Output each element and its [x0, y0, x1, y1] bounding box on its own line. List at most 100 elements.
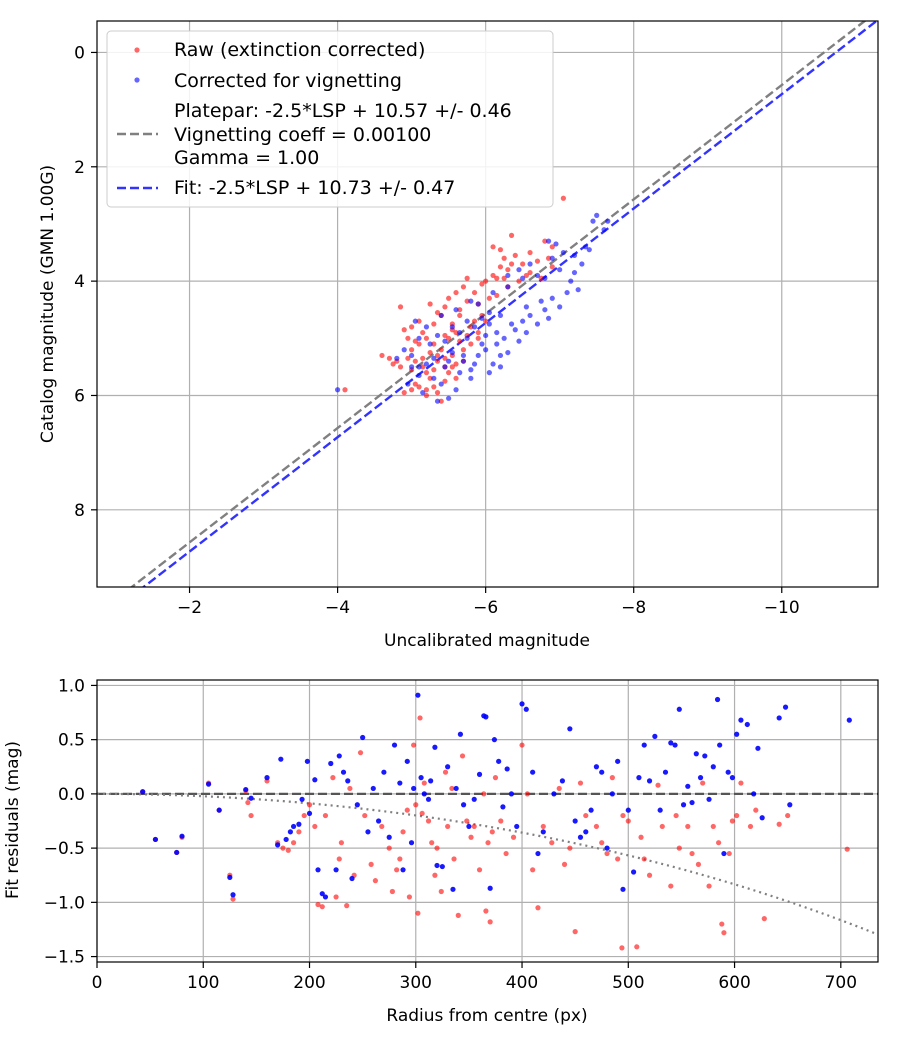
- raw-point: [409, 324, 415, 330]
- residual-raw-point: [406, 894, 412, 900]
- corrected-point: [590, 218, 596, 224]
- raw-point: [475, 329, 481, 336]
- residual-raw-point: [721, 930, 727, 936]
- residual-corrected-point: [418, 775, 424, 781]
- residual-corrected-point: [322, 894, 329, 900]
- raw-point: [434, 309, 441, 316]
- residual-raw-point: [676, 845, 682, 851]
- raw-point: [446, 295, 452, 301]
- raw-point: [431, 321, 437, 327]
- top-y-ticks: 0 2 4 6 8: [74, 43, 97, 521]
- residual-raw-point: [503, 850, 509, 857]
- residual-raw-point: [425, 818, 432, 824]
- corrected-point: [516, 267, 522, 273]
- residual-corrected-point: [535, 850, 541, 857]
- residual-raw-point: [476, 867, 483, 873]
- residual-raw-point: [429, 840, 435, 846]
- raw-point: [412, 358, 418, 364]
- raw-point: [409, 347, 415, 353]
- bottom-x-ticks: 0 100 200 300 400 500 600 700: [92, 962, 857, 993]
- residual-corrected-point: [710, 764, 716, 770]
- residual-raw-point: [459, 753, 466, 759]
- corrected-point: [549, 295, 555, 301]
- residual-raw-point: [716, 840, 722, 846]
- residual-corrected-point: [290, 823, 297, 830]
- residual-corrected-point: [411, 785, 417, 792]
- residual-raw-point: [530, 867, 536, 873]
- top-fit-lines: [129, 21, 878, 587]
- corrected-point: [520, 275, 526, 281]
- residual-corrected-point: [445, 764, 451, 770]
- raw-point: [423, 335, 430, 341]
- corrected-point: [501, 335, 507, 341]
- residual-corrected-point: [466, 823, 472, 830]
- raw-point: [508, 261, 515, 267]
- residual-raw-point: [464, 818, 470, 824]
- residual-corrected-point: [491, 737, 498, 743]
- top-x-tick-label: −2: [177, 598, 202, 618]
- corrected-point: [553, 241, 559, 247]
- residual-corrected-point: [453, 785, 459, 792]
- residual-raw-point: [726, 850, 732, 857]
- corrected-point: [475, 352, 481, 359]
- raw-point: [460, 347, 467, 353]
- corrected-point: [508, 321, 515, 327]
- raw-point: [483, 278, 489, 284]
- corrected-point: [575, 287, 581, 293]
- corrected-point: [582, 244, 589, 250]
- residual-corrected-point: [296, 821, 302, 827]
- residual-raw-point: [706, 883, 712, 889]
- residual-raw-point: [280, 845, 286, 851]
- corrected-point: [412, 318, 418, 324]
- residual-corrected-point: [577, 834, 584, 840]
- corrected-point: [409, 364, 415, 370]
- top-x-tick-label: −10: [764, 598, 800, 618]
- residual-corrected-point: [620, 886, 626, 892]
- residual-corrected-point: [593, 764, 600, 770]
- raw-point: [446, 370, 452, 376]
- residual-raw-point: [668, 883, 674, 889]
- top-raw-points: [342, 195, 566, 404]
- residual-raw-point: [379, 823, 385, 830]
- corrected-point: [505, 284, 511, 290]
- raw-point: [412, 338, 418, 344]
- bottom-y-axis-label: Fit residuals (mag): [3, 741, 23, 899]
- residual-corrected-point: [333, 867, 339, 873]
- bottom-x-tick-label: 400: [506, 973, 538, 993]
- corrected-point: [405, 381, 411, 387]
- raw-point: [409, 387, 415, 393]
- raw-point: [549, 244, 555, 250]
- corrected-point: [534, 272, 541, 279]
- residual-raw-point: [540, 823, 546, 830]
- raw-point: [494, 275, 500, 281]
- raw-point: [490, 272, 496, 279]
- residual-raw-point: [785, 812, 791, 819]
- residual-raw-point: [411, 742, 417, 748]
- residual-raw-point: [524, 791, 530, 797]
- residual-corrected-point: [652, 733, 658, 740]
- corrected-point: [449, 349, 455, 356]
- raw-point: [501, 255, 507, 261]
- residual-raw-point: [296, 829, 302, 835]
- residual-raw-point: [719, 921, 725, 927]
- residual-corrected-point: [283, 836, 289, 843]
- raw-point: [449, 364, 455, 370]
- corrected-point: [483, 347, 489, 353]
- residual-corrected-point: [375, 818, 382, 824]
- raw-point: [497, 247, 504, 253]
- corrected-point: [523, 329, 529, 336]
- residual-raw-point: [753, 807, 759, 813]
- residual-corrected-point: [846, 717, 852, 723]
- corrected-point: [545, 315, 552, 321]
- corrected-point: [416, 335, 422, 341]
- residual-corrected-point: [693, 751, 699, 757]
- raw-point: [442, 355, 448, 361]
- residual-corrected-point: [662, 769, 669, 775]
- residual-raw-point: [776, 821, 782, 827]
- corrected-point: [527, 312, 533, 319]
- residual-corrected-point: [421, 791, 427, 797]
- residual-corrected-point: [680, 802, 687, 808]
- residual-corrected-point: [599, 769, 605, 775]
- corrected-point: [586, 247, 592, 253]
- residual-raw-point: [449, 785, 455, 792]
